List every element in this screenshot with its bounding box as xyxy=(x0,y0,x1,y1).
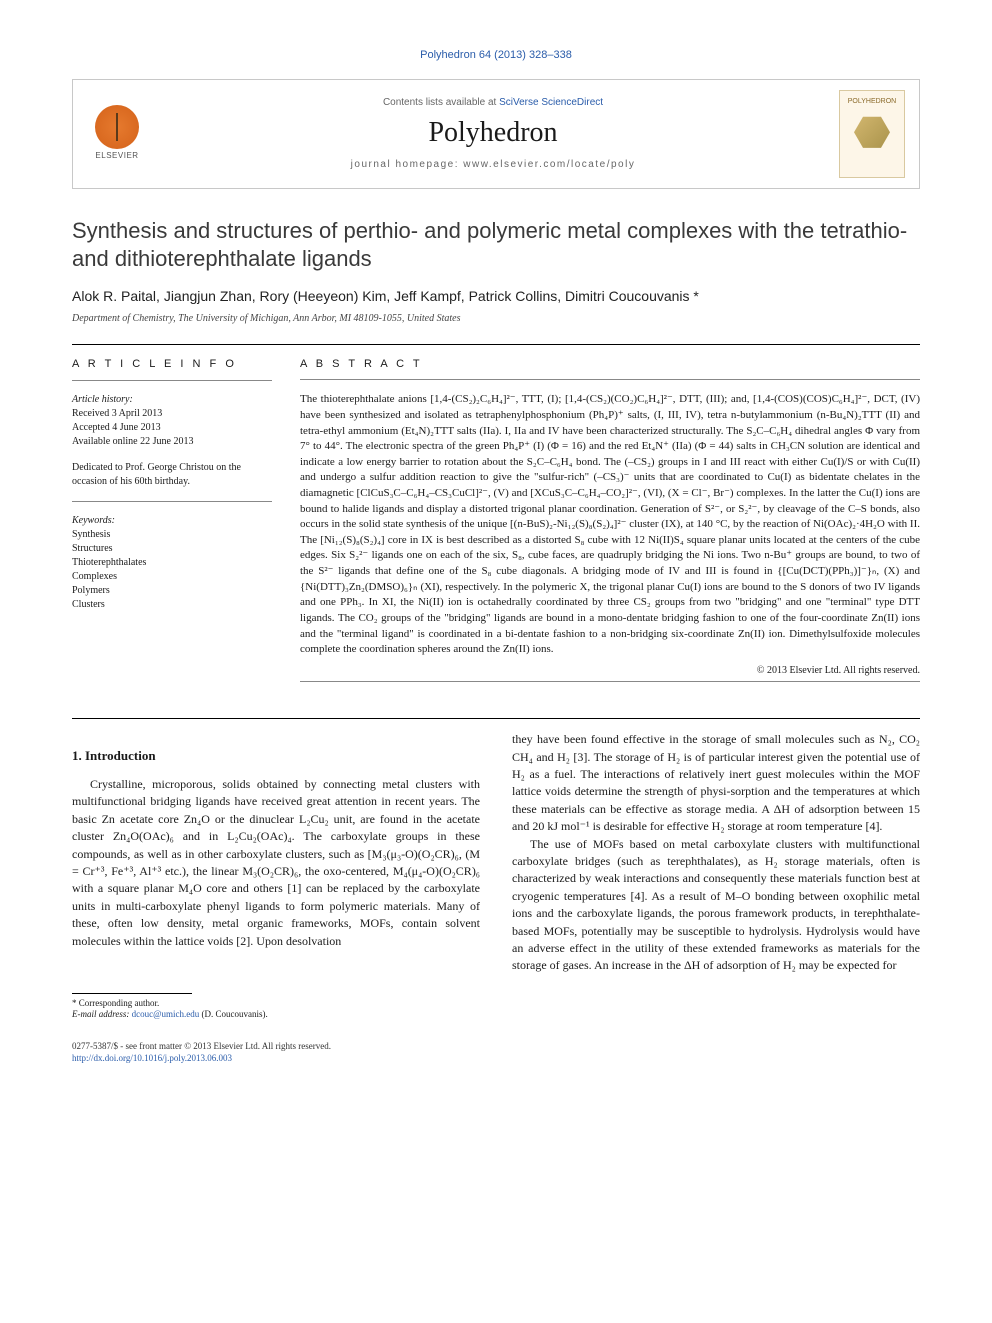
keyword: Structures xyxy=(72,542,272,556)
author-list: Alok R. Paital, Jiangjun Zhan, Rory (Hee… xyxy=(72,287,920,306)
corr-label: * Corresponding author. xyxy=(72,998,920,1010)
info-abstract-row: A R T I C L E I N F O Article history: R… xyxy=(72,357,920,695)
divider xyxy=(300,379,920,380)
article-info-heading: A R T I C L E I N F O xyxy=(72,357,272,372)
intro-paragraph: they have been found effective in the st… xyxy=(512,731,920,835)
intro-paragraph: Crystalline, microporous, solids obtaine… xyxy=(72,776,480,950)
keyword: Complexes xyxy=(72,570,272,584)
email-tail: (D. Coucouvanis). xyxy=(199,1009,268,1019)
divider xyxy=(72,718,920,719)
contents-available-line: Contents lists available at SciVerse Sci… xyxy=(147,96,839,110)
elsevier-tree-icon xyxy=(95,105,139,149)
keywords-label: Keywords: xyxy=(72,514,272,528)
corresponding-author-footnote: * Corresponding author. E-mail address: … xyxy=(72,998,920,1021)
footer-bar: 0277-5387/$ - see front matter © 2013 El… xyxy=(72,1041,920,1064)
abstract-column: A B S T R A C T The thioterephthalate an… xyxy=(300,357,920,695)
divider xyxy=(72,380,272,381)
history-label: Article history: xyxy=(72,393,272,407)
keyword: Synthesis xyxy=(72,528,272,542)
body-two-column: 1. Introduction Crystalline, microporous… xyxy=(72,731,920,974)
article-history: Article history: Received 3 April 2013 A… xyxy=(72,393,272,449)
doi-value[interactable]: 10.1016/j.poly.2013.06.003 xyxy=(133,1053,232,1063)
divider xyxy=(72,501,272,502)
top-citation[interactable]: Polyhedron 64 (2013) 328–338 xyxy=(72,48,920,63)
keyword: Clusters xyxy=(72,598,272,612)
article-info-column: A R T I C L E I N F O Article history: R… xyxy=(72,357,272,695)
abstract-text: The thioterephthalate anions [1,4-(CS₂)₂… xyxy=(300,392,920,657)
email-link[interactable]: dcouc@umich.edu xyxy=(132,1009,200,1019)
masthead-center: Contents lists available at SciVerse Sci… xyxy=(147,96,839,171)
cover-label: POLYHEDRON xyxy=(848,97,897,106)
issn-line: 0277-5387/$ - see front matter © 2013 El… xyxy=(72,1041,920,1053)
history-accepted: Accepted 4 June 2013 xyxy=(72,421,272,435)
journal-title: Polyhedron xyxy=(147,114,839,152)
homepage-label: journal homepage: xyxy=(351,159,464,170)
divider xyxy=(72,344,920,345)
abstract-heading: A B S T R A C T xyxy=(300,357,920,372)
journal-masthead: ELSEVIER Contents lists available at Sci… xyxy=(72,79,920,189)
cover-hex-icon xyxy=(854,114,890,150)
publisher-logo: ELSEVIER xyxy=(87,104,147,164)
corr-email-line: E-mail address: dcouc@umich.edu (D. Couc… xyxy=(72,1009,920,1021)
keywords-block: Keywords: Synthesis Structures Thioterep… xyxy=(72,514,272,612)
history-received: Received 3 April 2013 xyxy=(72,407,272,421)
doi-line: http://dx.doi.org/10.1016/j.poly.2013.06… xyxy=(72,1053,920,1065)
email-label: E-mail address: xyxy=(72,1009,132,1019)
sciencedirect-link[interactable]: SciVerse ScienceDirect xyxy=(499,97,603,108)
publisher-label: ELSEVIER xyxy=(95,151,138,162)
keyword: Polymers xyxy=(72,584,272,598)
contents-prefix: Contents lists available at xyxy=(383,97,499,108)
history-online: Available online 22 June 2013 xyxy=(72,435,272,449)
abstract-copyright: © 2013 Elsevier Ltd. All rights reserved… xyxy=(300,664,920,678)
journal-cover-thumb: POLYHEDRON xyxy=(839,90,905,178)
affiliation: Department of Chemistry, The University … xyxy=(72,312,920,326)
intro-paragraph: The use of MOFs based on metal carboxyla… xyxy=(512,836,920,975)
homepage-url[interactable]: www.elsevier.com/locate/poly xyxy=(463,159,635,170)
journal-homepage: journal homepage: www.elsevier.com/locat… xyxy=(147,158,839,172)
section-heading-intro: 1. Introduction xyxy=(72,747,480,766)
divider xyxy=(300,681,920,682)
footnote-rule xyxy=(72,993,192,994)
article-title: Synthesis and structures of perthio- and… xyxy=(72,217,920,273)
dedication: Dedicated to Prof. George Christou on th… xyxy=(72,461,272,489)
keyword: Thioterephthalates xyxy=(72,556,272,570)
doi-url-prefix[interactable]: http://dx.doi.org/ xyxy=(72,1053,133,1063)
